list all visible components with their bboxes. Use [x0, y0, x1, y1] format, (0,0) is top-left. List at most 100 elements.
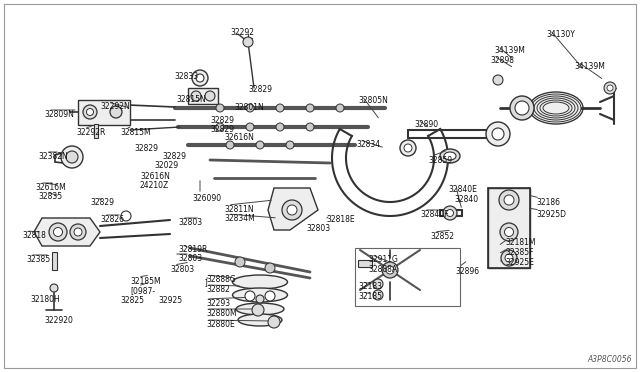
Circle shape: [505, 254, 513, 262]
Text: 34130Y: 34130Y: [546, 30, 575, 39]
Circle shape: [191, 91, 201, 101]
Text: 32829: 32829: [90, 198, 114, 207]
Circle shape: [604, 82, 616, 94]
Text: 32815M: 32815M: [120, 128, 150, 137]
Ellipse shape: [534, 96, 578, 120]
Ellipse shape: [537, 98, 575, 118]
Circle shape: [500, 223, 518, 241]
Circle shape: [268, 316, 280, 328]
Circle shape: [373, 290, 383, 300]
Circle shape: [246, 123, 254, 131]
Circle shape: [246, 104, 254, 112]
Circle shape: [265, 291, 275, 301]
Circle shape: [276, 123, 284, 131]
Text: 32029: 32029: [154, 161, 178, 170]
Text: 32890: 32890: [414, 120, 438, 129]
Text: 32803: 32803: [178, 254, 202, 263]
Text: 322920: 322920: [44, 316, 73, 325]
Text: 32925: 32925: [158, 296, 182, 305]
Ellipse shape: [236, 303, 284, 315]
Text: 32888G: 32888G: [206, 275, 236, 284]
Bar: [358, 260, 372, 267]
Circle shape: [486, 122, 510, 146]
Text: 32880M: 32880M: [206, 309, 237, 318]
Text: 32829: 32829: [162, 152, 186, 161]
Circle shape: [501, 250, 517, 266]
Text: 34139M: 34139M: [574, 62, 605, 71]
Bar: [188, 88, 218, 104]
Text: 32896: 32896: [455, 267, 479, 276]
Circle shape: [386, 266, 394, 274]
Text: 32880E: 32880E: [206, 320, 235, 329]
Circle shape: [70, 224, 86, 240]
Text: 32811N: 32811N: [224, 205, 253, 214]
Text: 32925D: 32925D: [536, 210, 566, 219]
Bar: [355, 248, 460, 306]
Circle shape: [256, 141, 264, 149]
Ellipse shape: [232, 275, 287, 289]
Text: 24210Z: 24210Z: [140, 181, 169, 190]
Ellipse shape: [440, 149, 460, 163]
Text: 32803: 32803: [306, 224, 330, 233]
Text: 32829: 32829: [134, 144, 158, 153]
Text: 32292R: 32292R: [76, 128, 106, 137]
Circle shape: [50, 284, 58, 292]
Circle shape: [607, 85, 613, 91]
Circle shape: [404, 144, 412, 152]
Text: 32840F: 32840F: [420, 210, 449, 219]
Text: 32803: 32803: [170, 265, 194, 274]
Circle shape: [447, 209, 454, 217]
Ellipse shape: [543, 102, 569, 114]
Circle shape: [504, 228, 513, 237]
Circle shape: [54, 228, 63, 237]
Text: 32185: 32185: [358, 292, 382, 301]
Polygon shape: [268, 188, 318, 230]
Text: 32818: 32818: [22, 231, 46, 240]
Text: 32925E: 32925E: [505, 258, 534, 267]
Ellipse shape: [238, 314, 282, 326]
Text: 32835: 32835: [38, 192, 62, 201]
Circle shape: [49, 223, 67, 241]
Text: 32809N: 32809N: [44, 110, 74, 119]
Text: 32829: 32829: [248, 85, 272, 94]
Text: 32818E: 32818E: [326, 215, 355, 224]
Text: 32805N: 32805N: [358, 96, 388, 105]
Ellipse shape: [540, 100, 572, 116]
Bar: [78, 100, 130, 125]
Circle shape: [282, 200, 302, 220]
Text: 32186: 32186: [536, 198, 560, 207]
Circle shape: [83, 105, 97, 119]
Circle shape: [74, 228, 82, 236]
Circle shape: [400, 140, 416, 156]
Text: 32292: 32292: [230, 28, 254, 37]
Circle shape: [382, 262, 398, 278]
Polygon shape: [34, 218, 100, 246]
Circle shape: [443, 206, 457, 220]
Text: 32898: 32898: [490, 56, 514, 65]
Text: ]: ]: [200, 278, 208, 287]
Circle shape: [216, 123, 224, 131]
Circle shape: [499, 190, 519, 210]
Circle shape: [205, 91, 215, 101]
Circle shape: [86, 109, 93, 115]
Text: 32825: 32825: [120, 296, 144, 305]
Text: 32801N: 32801N: [234, 103, 264, 112]
Text: 34139M: 34139M: [494, 46, 525, 55]
Circle shape: [252, 304, 264, 316]
Circle shape: [216, 104, 224, 112]
Text: 32829: 32829: [210, 125, 234, 134]
Text: 32803: 32803: [178, 218, 202, 227]
Text: 32616M: 32616M: [35, 183, 66, 192]
Text: 32385F: 32385F: [505, 248, 534, 257]
Circle shape: [504, 195, 514, 205]
Polygon shape: [488, 188, 530, 268]
Ellipse shape: [531, 94, 581, 122]
Circle shape: [196, 74, 204, 82]
Circle shape: [226, 141, 234, 149]
Text: 32180H: 32180H: [30, 295, 60, 304]
Circle shape: [66, 151, 78, 163]
Text: 32819R: 32819R: [178, 245, 207, 254]
Circle shape: [243, 37, 253, 47]
Text: 32882: 32882: [206, 285, 230, 294]
Circle shape: [493, 75, 503, 85]
